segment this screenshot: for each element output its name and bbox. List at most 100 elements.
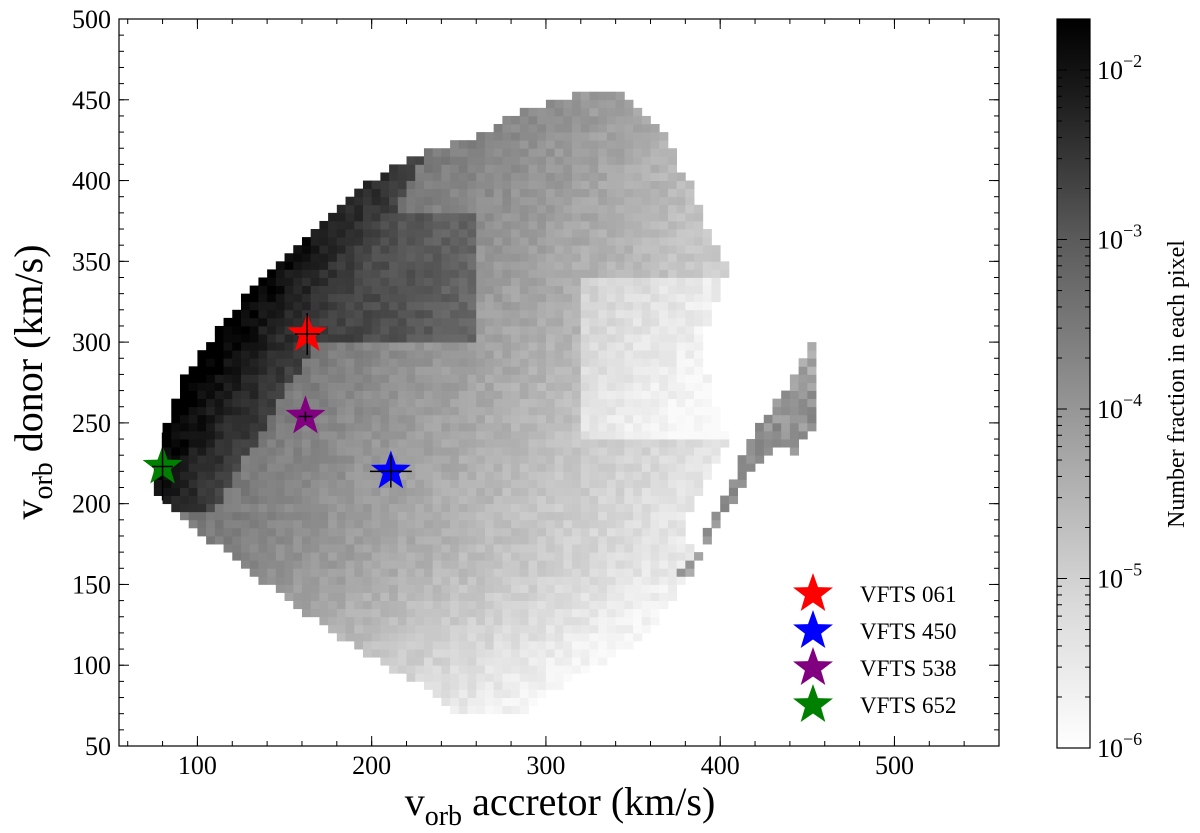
heatmap-cell bbox=[659, 212, 669, 222]
heatmap-cell bbox=[188, 487, 198, 496]
heatmap-cell bbox=[519, 358, 529, 367]
heatmap-cell bbox=[572, 560, 582, 569]
heatmap-cell bbox=[467, 576, 477, 585]
heatmap-cell bbox=[406, 576, 416, 585]
heatmap-cell bbox=[659, 374, 669, 383]
heatmap-cell bbox=[406, 366, 416, 375]
heatmap-cell bbox=[328, 616, 338, 626]
heatmap-cell bbox=[633, 471, 643, 480]
heatmap-cell bbox=[206, 487, 216, 496]
heatmap-cell bbox=[336, 204, 346, 214]
heatmap-cell bbox=[694, 261, 704, 270]
heatmap-cell bbox=[476, 325, 486, 335]
star-markers bbox=[142, 313, 412, 501]
heatmap-cell bbox=[275, 535, 285, 545]
heatmap-cell bbox=[267, 544, 277, 553]
heatmap-cell bbox=[345, 253, 355, 262]
heatmap-cell bbox=[415, 317, 425, 327]
heatmap-cell bbox=[362, 439, 373, 448]
heatmap-cell bbox=[685, 212, 695, 222]
heatmap-cell bbox=[798, 374, 808, 383]
heatmap-cell bbox=[258, 342, 268, 351]
heatmap-cell bbox=[650, 277, 660, 286]
heatmap-cell bbox=[606, 600, 617, 610]
heatmap-cell bbox=[606, 632, 617, 642]
heatmap-cell bbox=[432, 552, 442, 561]
heatmap-cell bbox=[484, 519, 495, 529]
heatmap-cell bbox=[240, 350, 251, 359]
heatmap-cell bbox=[598, 422, 608, 432]
heatmap-cell bbox=[728, 495, 739, 505]
heatmap-cell bbox=[580, 414, 590, 424]
heatmap-cell bbox=[563, 447, 573, 456]
heatmap-cell bbox=[633, 325, 643, 335]
heatmap-cell bbox=[554, 608, 564, 618]
heatmap-cell bbox=[493, 673, 503, 682]
heatmap-cell bbox=[371, 406, 381, 416]
heatmap-cell bbox=[598, 657, 608, 666]
heatmap-cell bbox=[528, 455, 538, 464]
heatmap-cell bbox=[572, 366, 582, 375]
heatmap-cell bbox=[528, 527, 538, 537]
heatmap-cell bbox=[511, 212, 521, 222]
heatmap-cell bbox=[467, 495, 477, 505]
heatmap-cell bbox=[511, 640, 521, 650]
heatmap-cell bbox=[624, 269, 634, 278]
y-tick-label: 400 bbox=[72, 167, 111, 196]
heatmap-cell bbox=[528, 229, 538, 238]
heatmap-cell bbox=[572, 204, 582, 214]
heatmap-cell bbox=[362, 382, 373, 391]
heatmap-cell bbox=[563, 527, 573, 537]
heatmap-cell bbox=[598, 140, 608, 149]
heatmap-cell bbox=[467, 220, 477, 230]
heatmap-cell bbox=[441, 463, 451, 472]
heatmap-cell bbox=[441, 455, 451, 464]
heatmap-cell bbox=[789, 374, 799, 383]
heatmap-cell bbox=[328, 398, 338, 408]
heatmap-cell bbox=[284, 471, 294, 480]
heatmap-cell bbox=[589, 172, 599, 181]
heatmap-cell bbox=[389, 406, 399, 416]
heatmap-cell bbox=[467, 317, 477, 327]
heatmap-cell bbox=[554, 180, 564, 190]
heatmap-cell bbox=[598, 374, 608, 383]
heatmap-cell bbox=[563, 624, 573, 634]
heatmap-cell bbox=[580, 229, 590, 238]
heatmap-cell bbox=[354, 317, 364, 327]
heatmap-cell bbox=[641, 285, 651, 295]
heatmap-cell bbox=[667, 519, 678, 529]
heatmap-cell bbox=[484, 600, 495, 610]
heatmap-cell bbox=[206, 479, 216, 488]
heatmap-cell bbox=[554, 665, 564, 674]
heatmap-cell bbox=[519, 140, 529, 149]
heatmap-cell bbox=[694, 471, 704, 480]
heatmap-cell bbox=[354, 463, 364, 472]
heatmap-cell bbox=[554, 568, 564, 577]
heatmap-cell bbox=[702, 293, 712, 303]
heatmap-cell bbox=[580, 422, 590, 432]
heatmap-cell bbox=[240, 293, 251, 303]
heatmap-cell bbox=[380, 608, 390, 618]
heatmap-cell bbox=[223, 342, 233, 351]
heatmap-cell bbox=[467, 204, 477, 214]
heatmap-cell bbox=[432, 584, 442, 593]
heatmap-cell bbox=[606, 301, 617, 311]
heatmap-cell bbox=[162, 422, 172, 432]
heatmap-cell bbox=[284, 390, 294, 400]
heatmap-cell bbox=[476, 285, 486, 295]
heatmap-cell bbox=[397, 616, 407, 626]
heatmap-cell bbox=[336, 616, 346, 626]
heatmap-cell bbox=[415, 350, 425, 359]
heatmap-cell bbox=[685, 229, 695, 238]
heatmap-cell bbox=[354, 487, 364, 496]
heatmap-cell bbox=[694, 277, 704, 286]
heatmap-cell bbox=[336, 212, 346, 222]
heatmap-cell bbox=[423, 463, 434, 472]
heatmap-cell bbox=[423, 277, 434, 286]
heatmap-cell bbox=[397, 576, 407, 585]
heatmap-cell bbox=[528, 479, 538, 488]
heatmap-cell bbox=[650, 245, 660, 254]
heatmap-cell bbox=[580, 132, 590, 141]
heatmap-cell bbox=[554, 156, 564, 165]
heatmap-cell bbox=[528, 689, 538, 698]
